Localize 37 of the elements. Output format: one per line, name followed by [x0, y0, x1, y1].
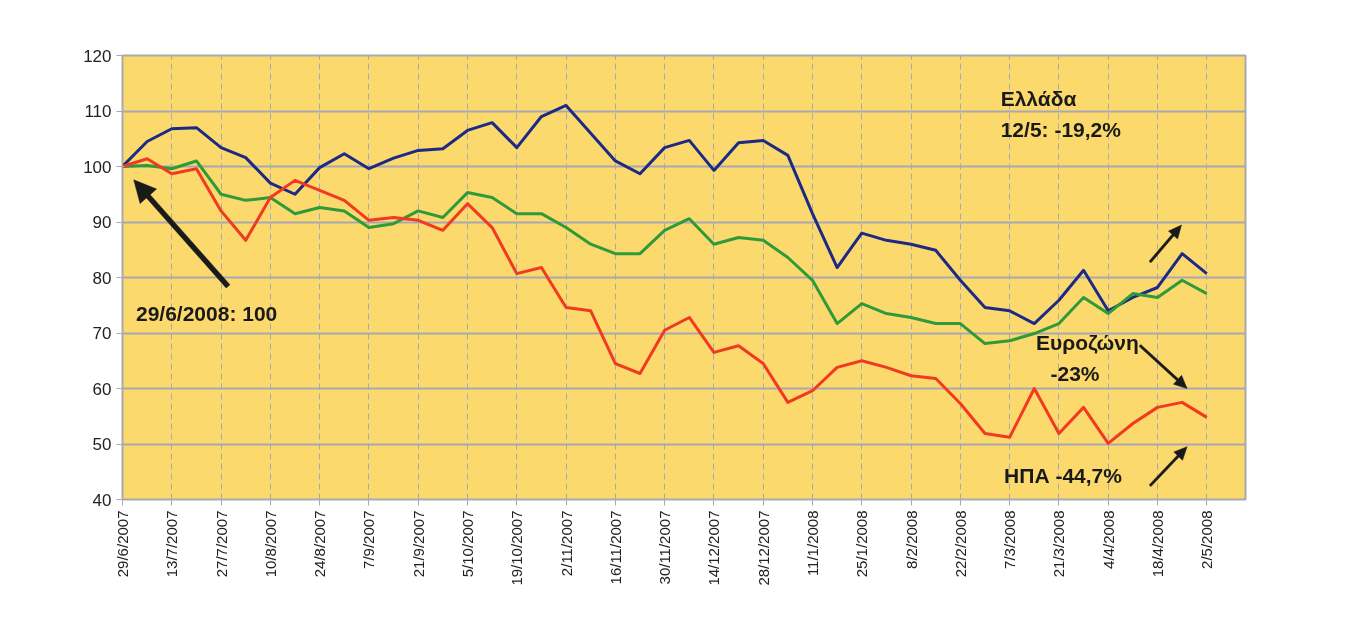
x-tick-label: 25/1/2008 — [853, 510, 871, 578]
y-tick-label: 40 — [92, 490, 112, 510]
x-tick-label: 2/11/2007 — [557, 510, 575, 577]
x-tick-label: 14/12/2007 — [705, 510, 723, 586]
x-tick-label: 10/8/2007 — [261, 510, 279, 578]
x-tick-label: 29/6/2007 — [114, 510, 131, 578]
x-tick-label: 21/9/2007 — [409, 510, 427, 578]
y-tick-label: 100 — [83, 157, 112, 177]
x-tick-label: 24/8/2007 — [311, 510, 329, 578]
x-tick-label: 13/7/2007 — [163, 510, 181, 578]
annotation: 29/6/2008: 100 — [135, 301, 278, 325]
annotation: Ελλάδα 12/5: -19,2% — [1000, 86, 1122, 141]
x-tick-label: 30/11/2007 — [656, 510, 674, 585]
x-tick-label: 16/11/2007 — [606, 510, 624, 585]
x-tick-label: 4/4/2008 — [1099, 510, 1117, 569]
annotation: Ευροζώνη -23% — [1036, 330, 1139, 385]
y-tick-label: 110 — [84, 102, 112, 121]
x-tick-label: 18/4/2008 — [1148, 510, 1166, 578]
y-tick-label: 70 — [92, 324, 112, 343]
x-tick-label: 28/12/2007 — [754, 510, 772, 586]
x-tick-label: 7/3/2008 — [1001, 510, 1019, 569]
y-tick-label: 80 — [92, 268, 112, 288]
annotation: ΗΠΑ -44,7% — [1004, 463, 1123, 487]
y-tick-label: 60 — [92, 379, 112, 399]
x-tick-label: 11/1/2008 — [803, 510, 821, 577]
x-tick-label: 7/9/2007 — [360, 510, 378, 569]
x-tick-label: 21/3/2008 — [1050, 510, 1068, 578]
x-tick-label: 22/2/2008 — [951, 510, 969, 578]
y-tick-label: 90 — [92, 213, 112, 232]
x-tick-label: 2/5/2008 — [1198, 510, 1216, 569]
x-tick-label: 5/10/2007 — [459, 510, 476, 578]
line-series — [122, 157, 1209, 445]
y-tick-label: 50 — [92, 435, 112, 454]
x-tick-label: 8/2/2008 — [902, 510, 920, 569]
y-tick-label: 120 — [83, 46, 112, 66]
x-tick-label: 19/10/2007 — [508, 510, 526, 586]
x-tick-label: 27/7/2007 — [212, 510, 230, 578]
